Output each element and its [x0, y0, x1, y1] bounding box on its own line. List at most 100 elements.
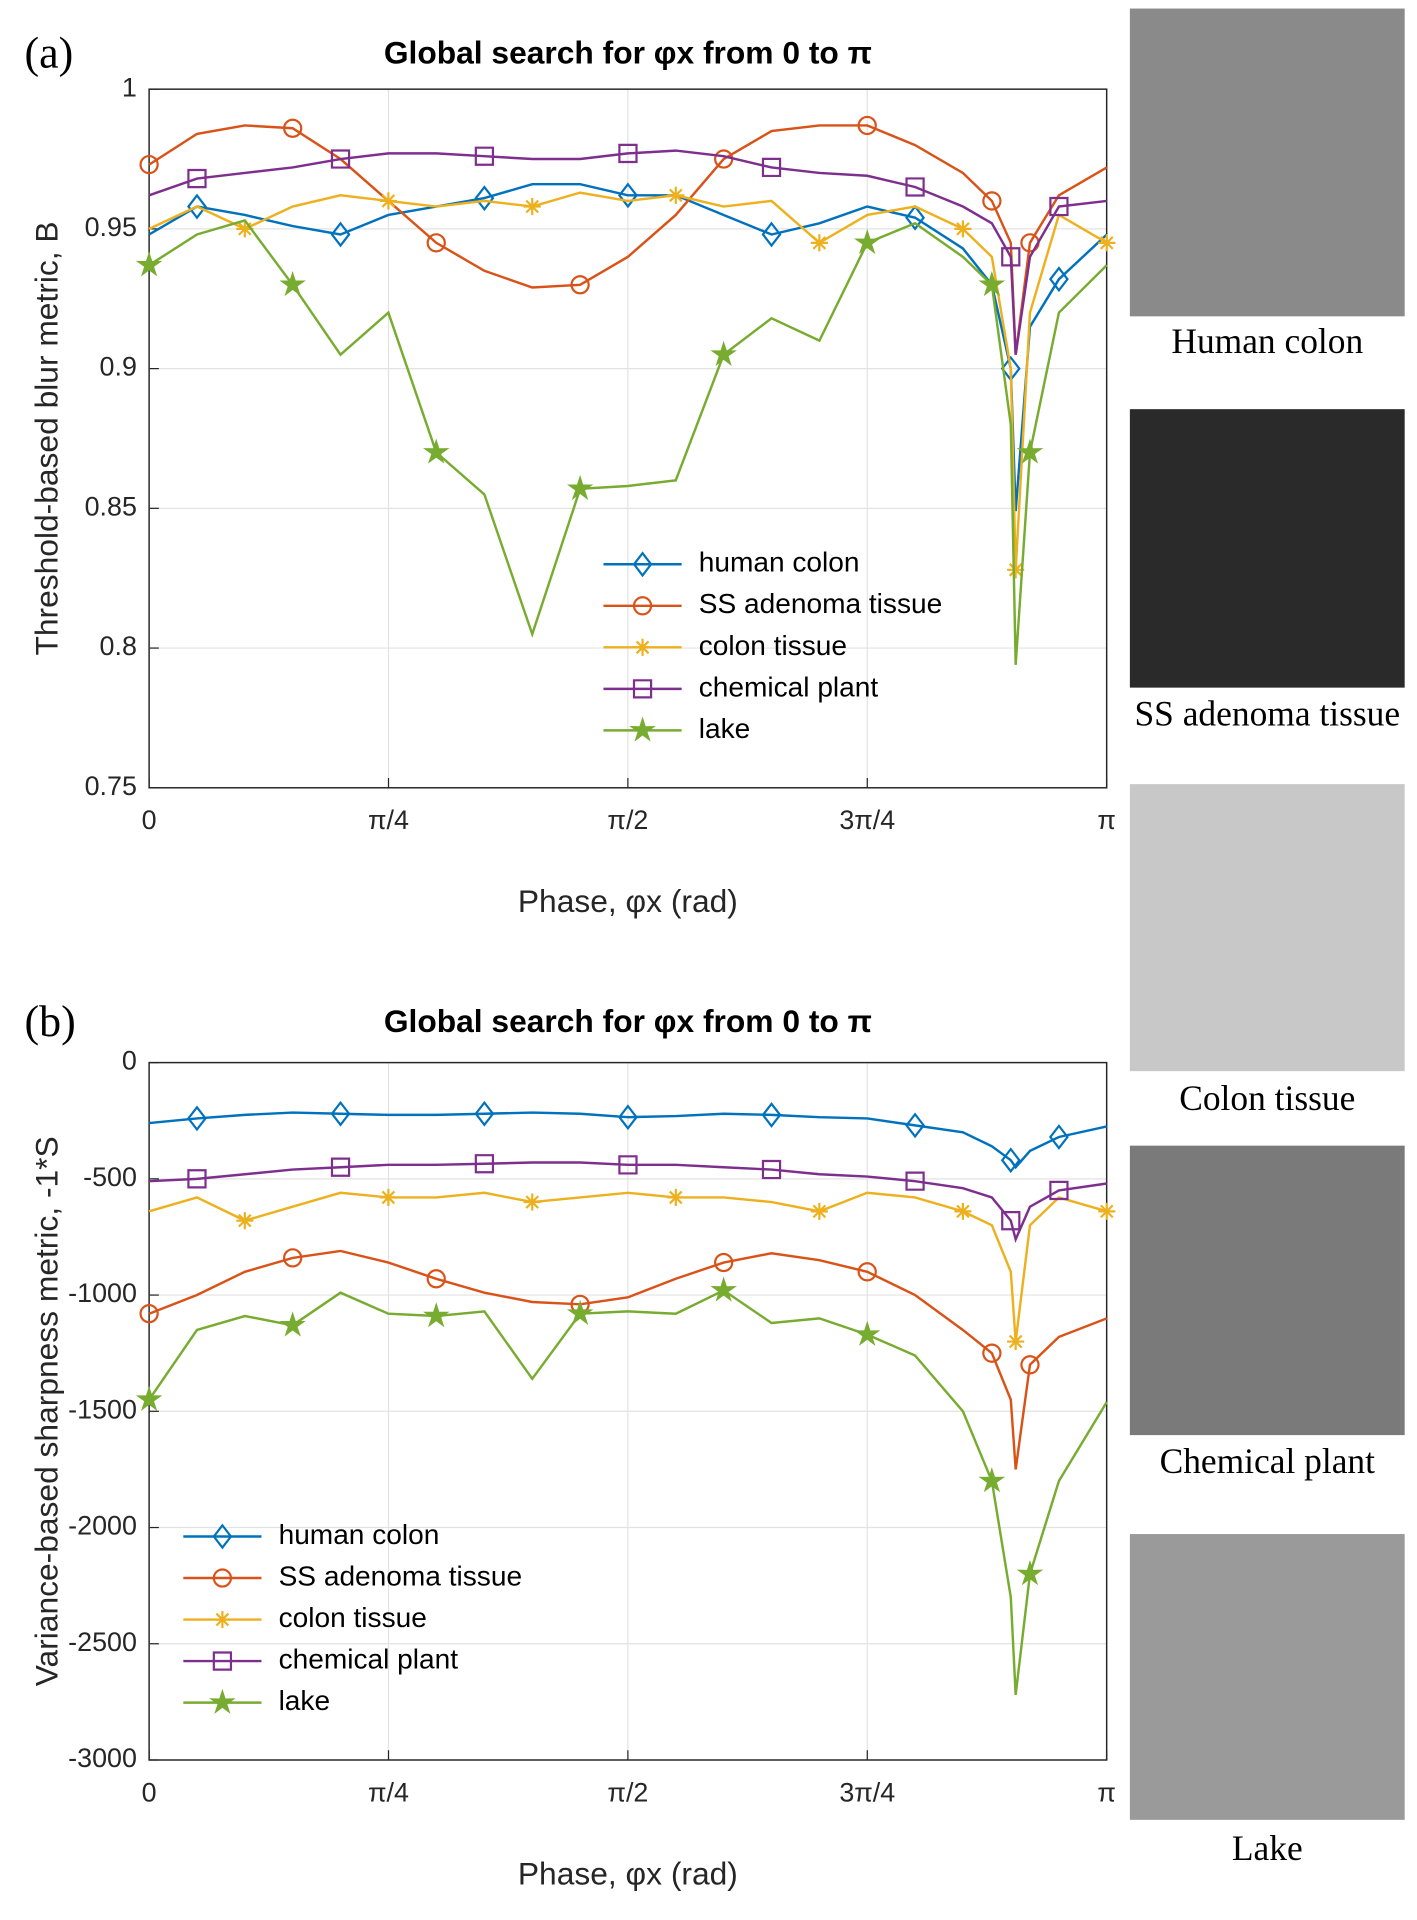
- series: [149, 1154, 1107, 1244]
- marker: [1016, 438, 1044, 464]
- y-tick-label: -2500: [68, 1627, 137, 1657]
- photo-caption: Human colon: [1171, 322, 1363, 361]
- x-tick-label: 3π/4: [839, 1777, 895, 1807]
- marker: [954, 1202, 972, 1220]
- marker: [330, 1157, 351, 1177]
- marker: [1001, 1211, 1021, 1231]
- marker: [978, 270, 1006, 297]
- legend-label: SS adenoma tissue: [699, 588, 943, 619]
- marker: [474, 185, 495, 212]
- x-axis-label: Phase, φx (rad): [518, 1855, 738, 1891]
- series: [135, 1276, 1108, 1696]
- plot-frame: [148, 1061, 1108, 1761]
- marker: [1020, 1355, 1040, 1375]
- marker: [330, 1100, 351, 1127]
- chart-title: Global search for φx from 0 to π: [384, 1003, 872, 1039]
- marker: [1049, 1180, 1069, 1201]
- series: [135, 219, 1108, 665]
- marker: [632, 596, 653, 616]
- legend-label: SS adenoma tissue: [279, 1560, 523, 1591]
- y-tick-label: 0.75: [85, 771, 137, 801]
- x-tick-label: π/4: [368, 1777, 409, 1807]
- legend-label: lake: [279, 1685, 331, 1716]
- legend: human colon SS adenoma tissue colon tissue…: [603, 547, 942, 744]
- marker: [710, 1276, 737, 1302]
- marker: [810, 234, 828, 252]
- x-tick-label: π/2: [607, 1777, 648, 1807]
- marker: [566, 1299, 594, 1325]
- marker: [474, 1100, 495, 1127]
- line: [148, 191, 1108, 570]
- marker: [667, 186, 685, 204]
- photo-caption: Lake: [1232, 1830, 1303, 1869]
- marker: [1049, 1124, 1069, 1150]
- marker: [982, 1343, 1002, 1363]
- marker: [854, 228, 881, 255]
- marker: [1016, 1560, 1044, 1586]
- marker: [618, 182, 638, 209]
- marker: [905, 204, 926, 231]
- marker: [810, 1202, 828, 1220]
- marker: [135, 251, 163, 277]
- marker: [379, 1188, 397, 1206]
- marker: [570, 275, 590, 295]
- series: [148, 186, 1116, 579]
- marker: [379, 192, 397, 210]
- marker: [187, 1105, 207, 1132]
- photo-human-colon: [1129, 8, 1405, 317]
- marker: [135, 1385, 163, 1411]
- marker: [1007, 1333, 1025, 1351]
- marker: [632, 679, 653, 699]
- marker: [212, 1568, 233, 1588]
- marker: [283, 118, 303, 138]
- marker: [426, 233, 446, 253]
- y-tick-label: -3000: [68, 1743, 137, 1773]
- marker: [618, 1155, 638, 1175]
- photo-caption: SS adenoma tissue: [1134, 695, 1400, 734]
- marker: [761, 1101, 782, 1128]
- photo-caption: Colon tissue: [1179, 1079, 1356, 1119]
- line: [148, 1191, 1108, 1342]
- x-tick-label: 0: [142, 805, 157, 835]
- marker: [279, 1311, 306, 1337]
- y-tick-label: 0.95: [85, 212, 137, 242]
- marker: [761, 157, 782, 178]
- legend-label: colon tissue: [279, 1602, 427, 1633]
- marker: [474, 1154, 495, 1174]
- marker: [905, 1171, 925, 1191]
- legend-label: chemical plant: [279, 1643, 459, 1674]
- marker: [330, 149, 351, 169]
- marker: [761, 221, 782, 248]
- line: [148, 1249, 1108, 1470]
- marker: [523, 1193, 541, 1211]
- marker: [1049, 196, 1069, 217]
- series: [139, 1248, 1108, 1470]
- photo-lake: [1129, 1534, 1405, 1820]
- marker: [905, 177, 925, 197]
- marker: [187, 193, 207, 220]
- x-tick-label: π/4: [368, 805, 409, 835]
- marker: [209, 1688, 236, 1714]
- y-tick-label: -1000: [68, 1278, 137, 1308]
- caption-text: Chemical plant: [1159, 1442, 1375, 1482]
- photo-caption: Chemical plant: [1159, 1442, 1375, 1482]
- marker: [629, 716, 656, 742]
- legend: human colon SS adenoma tissue colon tissue…: [183, 1519, 522, 1716]
- y-tick-label: 0.85: [85, 491, 137, 521]
- marker: [978, 1467, 1006, 1493]
- marker: [566, 474, 594, 501]
- legend-label: chemical plant: [699, 671, 879, 702]
- series: [148, 143, 1107, 355]
- marker: [854, 1320, 881, 1346]
- marker: [1001, 247, 1021, 267]
- y-tick-label: 0.9: [100, 352, 137, 382]
- line: [148, 219, 1108, 665]
- marker: [761, 1159, 782, 1180]
- marker: [283, 1248, 303, 1268]
- series: [148, 1100, 1108, 1174]
- marker: [1007, 561, 1025, 579]
- legend-label: colon tissue: [699, 630, 847, 661]
- caption-text: Colon tissue: [1179, 1079, 1356, 1119]
- marker: [236, 220, 254, 238]
